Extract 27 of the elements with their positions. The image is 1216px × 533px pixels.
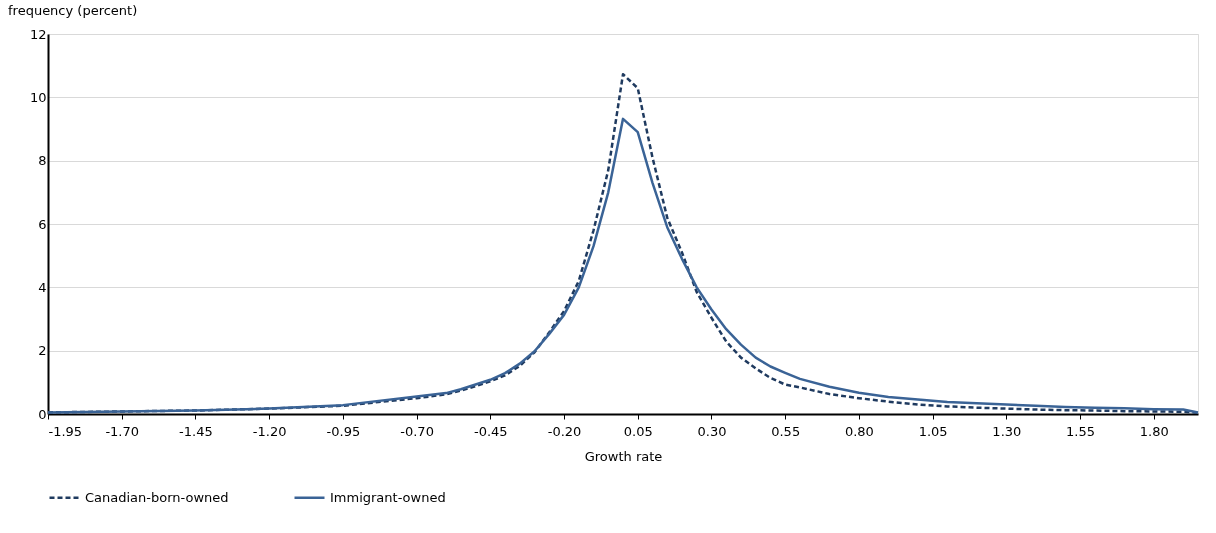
x-tick-label: -0.70 [400, 423, 434, 439]
y-tick-label: 8 [38, 153, 47, 169]
x-tick-label: -1.95 [48, 423, 83, 439]
x-tick-label: -1.20 [252, 423, 287, 439]
x-tick-label: 0.55 [771, 423, 801, 439]
x-tick-label: 0.80 [844, 423, 874, 439]
x-tick-label: 1.05 [918, 423, 948, 439]
x-tick-label: 1.55 [1066, 423, 1096, 439]
x-tick-label: -1.70 [105, 423, 140, 439]
y-tick-label: 10 [29, 89, 47, 105]
y-tick-label: 0 [38, 406, 47, 422]
y-tick-label: 6 [38, 216, 47, 232]
y-tick-label: 2 [38, 343, 47, 359]
x-tick-label: -0.45 [473, 423, 508, 439]
x-tick-label: 1.30 [992, 423, 1022, 439]
x-tick-label: 0.30 [697, 423, 727, 439]
y-tick-label: 12 [29, 26, 47, 42]
x-tick-label: 0.05 [623, 423, 653, 439]
x-tick-label: 1.80 [1139, 423, 1169, 439]
x-axis-title: Growth rate [584, 448, 663, 464]
x-tick-label: -0.20 [547, 423, 582, 439]
legend-label: Canadian-born-owned [85, 489, 229, 505]
y-tick-label: 4 [38, 279, 47, 295]
x-tick-label: -0.95 [326, 423, 361, 439]
x-tick-label: -1.45 [179, 423, 213, 439]
y-axis-title: frequency (percent) [8, 3, 138, 18]
legend-label: Immigrant-owned [330, 489, 446, 505]
